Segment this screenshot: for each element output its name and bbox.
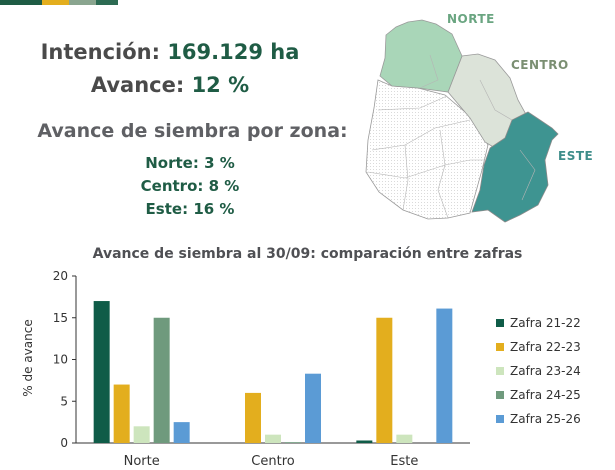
bar <box>396 434 413 443</box>
top-bar-segment <box>42 0 69 5</box>
top-bar-segment <box>69 0 96 5</box>
intencion-label: Intención: <box>40 40 160 64</box>
bar <box>133 426 150 443</box>
bar <box>285 442 301 443</box>
legend-label: Zafra 22-23 <box>510 340 581 354</box>
zone-label: Centro: <box>140 177 204 195</box>
zone-este: Este: 16 % <box>0 200 380 218</box>
map-label-centro: CENTRO <box>511 58 569 72</box>
zone-label: Norte: <box>145 154 199 172</box>
uruguay-zone-map <box>365 19 559 223</box>
zone-label: Este: <box>145 200 189 218</box>
y-tick-label: 10 <box>53 353 68 367</box>
intencion-line: Intención: 169.129 ha <box>0 40 340 64</box>
map-region-este <box>471 111 559 223</box>
map-region-norte <box>379 19 463 93</box>
map-label-norte: NORTE <box>447 12 495 26</box>
bar <box>93 301 110 443</box>
zone-subtitle: Avance de siembra por zona: <box>37 120 348 142</box>
legend-label: Zafra 23-24 <box>510 364 581 378</box>
legend-swatch <box>496 391 504 399</box>
bar <box>173 422 190 443</box>
map-region-centro <box>447 53 529 149</box>
zone-value: 16 % <box>193 200 235 218</box>
top-bar-segment <box>0 0 42 5</box>
legend-label: Zafra 21-22 <box>510 316 581 330</box>
bar <box>376 317 393 443</box>
zone-value: 8 % <box>208 177 240 195</box>
legend-swatch <box>496 415 504 423</box>
zone-norte: Norte: 3 % <box>0 154 380 172</box>
avance-label: Avance: <box>90 73 185 97</box>
map-label-este: ESTE <box>558 149 594 163</box>
y-tick-label: 15 <box>53 311 68 325</box>
avance-line: Avance: 12 % <box>0 73 340 97</box>
legend-item: Zafra 25-26 <box>496 407 581 431</box>
bar <box>245 392 261 443</box>
bar <box>356 440 373 443</box>
legend-label: Zafra 25-26 <box>510 412 581 426</box>
map-region-other <box>365 79 489 220</box>
x-tick-label: Este <box>390 454 418 469</box>
legend-item: Zafra 23-24 <box>496 359 581 383</box>
bar-chart: 0 5 10 15 20 Norte Centro Este <box>53 269 470 469</box>
y-tick-label: 20 <box>53 269 68 283</box>
bar <box>305 373 321 443</box>
legend-item: Zafra 24-25 <box>496 383 581 407</box>
zone-centro: Centro: 8 % <box>0 177 380 195</box>
bar <box>436 308 453 443</box>
chart-legend: Zafra 21-22 Zafra 22-23 Zafra 23-24 Zafra 2… <box>496 311 581 431</box>
intencion-value: 169.129 ha <box>167 40 300 64</box>
y-tick-label: 5 <box>60 394 68 408</box>
top-color-bar <box>0 0 118 5</box>
legend-swatch <box>496 343 504 351</box>
legend-item: Zafra 22-23 <box>496 335 581 359</box>
bar <box>153 317 170 443</box>
legend-label: Zafra 24-25 <box>510 388 581 402</box>
legend-swatch <box>496 367 504 375</box>
x-tick-label: Centro <box>251 454 294 469</box>
avance-value: 12 % <box>191 73 250 97</box>
x-tick-label: Norte <box>124 454 160 469</box>
bar <box>265 434 281 443</box>
chart-title: Avance de siembra al 30/09: comparación … <box>92 246 523 262</box>
legend-item: Zafra 21-22 <box>496 311 581 335</box>
top-bar-segment <box>96 0 118 5</box>
bar <box>113 384 130 443</box>
zone-value: 3 % <box>204 154 235 172</box>
legend-swatch <box>496 319 504 327</box>
y-axis-label: % de avance <box>21 319 35 397</box>
y-tick-label: 0 <box>60 436 68 450</box>
